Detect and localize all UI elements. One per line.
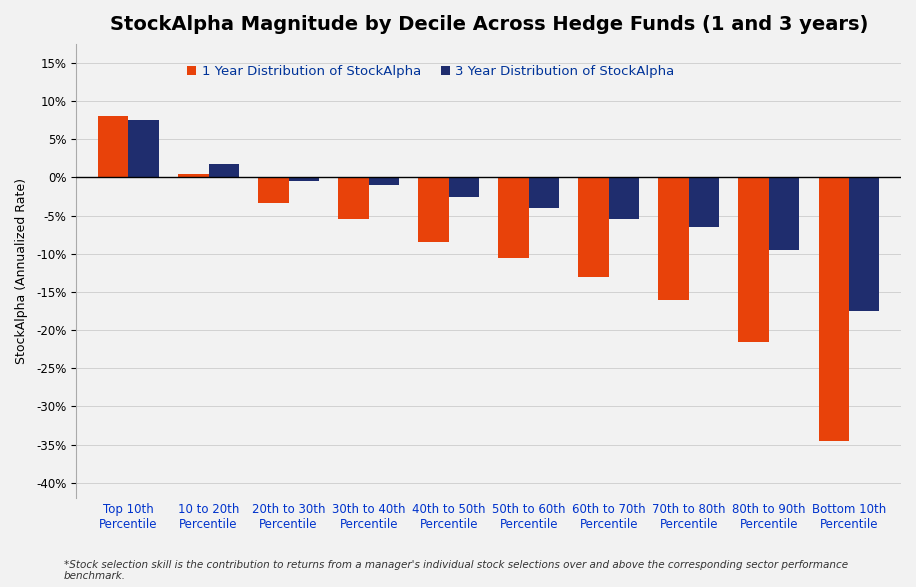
Legend: 1 Year Distribution of StockAlpha, 3 Year Distribution of StockAlpha: 1 Year Distribution of StockAlpha, 3 Yea… [182,59,680,83]
Y-axis label: StockAlpha (Annualized Rate): StockAlpha (Annualized Rate) [15,178,28,364]
Bar [209,164,239,177]
Bar [609,177,639,220]
Bar [498,177,529,258]
Bar [849,177,879,311]
Bar [659,177,689,299]
Bar [738,177,769,342]
Bar [258,177,289,203]
Bar [419,177,449,242]
Text: *Stock selection skill is the contribution to returns from a manager's individua: *Stock selection skill is the contributi… [64,559,848,581]
Bar [289,177,319,181]
Bar [689,177,719,227]
Bar [368,177,399,185]
Bar [769,177,800,250]
Bar [178,174,209,177]
Bar [529,177,559,208]
Bar [128,120,158,177]
Bar [338,177,368,220]
Bar [449,177,479,197]
Bar [819,177,849,441]
Title: StockAlpha Magnitude by Decile Across Hedge Funds (1 and 3 years): StockAlpha Magnitude by Decile Across He… [110,15,867,34]
Bar [578,177,609,276]
Bar [98,116,128,177]
